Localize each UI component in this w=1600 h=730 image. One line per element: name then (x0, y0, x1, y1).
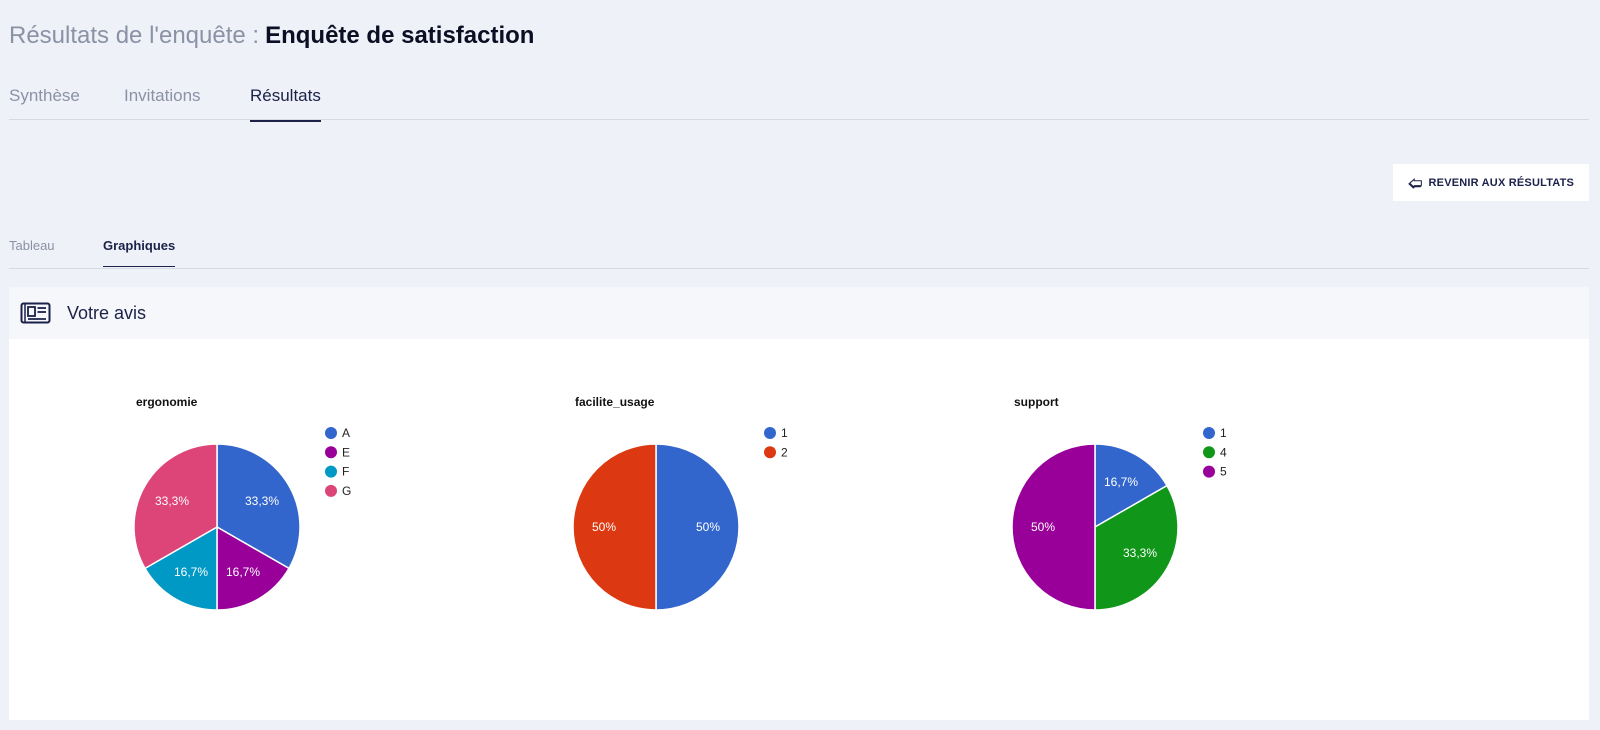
pie-slice-2[interactable] (573, 443, 657, 611)
page-title-prefix: Résultats de l'enquête : (9, 22, 260, 49)
legend-swatch (764, 427, 776, 439)
slice-value-label: 16,7% (174, 565, 208, 579)
pie-slice-1[interactable] (1094, 443, 1168, 529)
pie-slice-g[interactable] (134, 443, 218, 570)
legend-label[interactable]: F (342, 465, 349, 479)
slice-value-label: 33,3% (155, 494, 189, 508)
arrow-left-icon: 🢠 (1407, 174, 1423, 191)
tab-tableau[interactable]: Tableau (9, 238, 55, 253)
legend-label[interactable]: 1 (1220, 426, 1227, 440)
legend-swatch (764, 446, 776, 459)
legend-swatch (1203, 427, 1215, 439)
sub-tabs: Tableau Graphiques (9, 230, 1589, 269)
panel-header: Votre avis (9, 287, 1589, 339)
slice-value-label: 16,7% (1104, 475, 1138, 489)
chart-title: ergonomie (136, 395, 198, 409)
slice-value-label: 16,7% (226, 565, 260, 579)
main-tabs: Synthèse Invitations Résultats (9, 80, 1589, 122)
pie-chart-support: support 1 4 5 16,7% 33,3% 50% (1012, 395, 1227, 611)
legend-label[interactable]: 2 (781, 445, 788, 459)
legend-swatch (1203, 446, 1215, 459)
legend-label[interactable]: 4 (1220, 445, 1227, 459)
tab-resultats[interactable]: Résultats (250, 86, 321, 122)
results-panel: Votre avis ergonomie A E F G 33,3% 16,7% 16,7% 3… (9, 287, 1589, 720)
pie-slice-a[interactable] (216, 443, 301, 570)
slice-value-label: 33,3% (1123, 546, 1157, 560)
page-title: Résultats de l'enquête : Enquête de satis… (9, 21, 534, 51)
pie-slice-5[interactable] (1012, 443, 1096, 611)
legend-label[interactable]: E (342, 445, 350, 459)
back-to-results-label: REVENIR AUX RÉSULTATS (1428, 176, 1575, 189)
survey-name: Enquête de satisfaction (265, 22, 535, 49)
legend-swatch (325, 446, 337, 459)
panel-title: Votre avis (67, 302, 147, 323)
legend-label[interactable]: 5 (1220, 465, 1227, 479)
chart-facilite-usage: facilite_usage 1 2 50% 50% (573, 339, 1003, 679)
back-to-results-button[interactable]: 🢠 REVENIR AUX RÉSULTATS (1393, 164, 1589, 201)
legend-swatch (325, 427, 337, 439)
legend-label[interactable]: A (342, 426, 350, 440)
tab-invitations[interactable]: Invitations (124, 86, 201, 105)
pie-chart-facilite-usage: facilite_usage 1 2 50% 50% (573, 395, 788, 611)
legend-label[interactable]: G (342, 484, 351, 498)
tab-graphiques[interactable]: Graphiques (103, 238, 176, 267)
legend-label[interactable]: 1 (781, 426, 788, 440)
pie-slice-4[interactable] (1094, 484, 1179, 611)
pie-slice-1[interactable] (655, 443, 740, 611)
legend-swatch (325, 484, 337, 497)
tab-synthese[interactable]: Synthèse (9, 86, 80, 105)
pie-slice-f[interactable] (144, 525, 218, 611)
chart-support: support 1 4 5 16,7% 33,3% 50% (1012, 339, 1442, 679)
slice-value-label: 33,3% (245, 494, 279, 508)
pie-slice-e[interactable] (216, 525, 290, 611)
legend-swatch (1203, 465, 1215, 478)
chart-title: support (1014, 395, 1059, 409)
slice-value-label: 50% (1031, 520, 1055, 534)
slice-value-label: 50% (592, 520, 616, 534)
legend-swatch (325, 465, 337, 478)
chart-ergonomie: ergonomie A E F G 33,3% 16,7% 16,7% 33,3% (134, 339, 564, 679)
slice-value-label: 50% (696, 520, 720, 534)
newspaper-icon (20, 302, 51, 324)
chart-title: facilite_usage (575, 395, 655, 409)
